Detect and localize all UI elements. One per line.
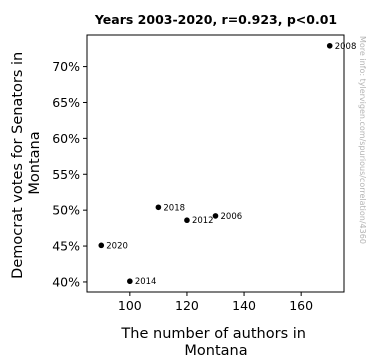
x-tick-label: 140: [232, 298, 256, 313]
data-point-label-2018: 2018: [163, 203, 185, 213]
plot-area-frame: [86, 34, 345, 293]
x-tick-label: 100: [118, 298, 142, 313]
data-point-label-2014: 2014: [135, 277, 157, 287]
data-points: 2008 2018 2006 2012 2020 2014: [98, 42, 356, 287]
x-tick-label: 120: [175, 298, 199, 313]
y-tick-label: 40%: [52, 274, 80, 289]
x-axis-ticks: 100 120 140 160: [118, 292, 313, 313]
chart-title: Years 2003-2020, r=0.923, p<0.01: [94, 12, 337, 27]
data-point-label-2008: 2008: [335, 42, 357, 52]
data-point-2014: [127, 278, 133, 285]
y-tick-label: 50%: [52, 203, 80, 218]
x-axis-label-line-2: Montana: [184, 343, 247, 359]
y-tick-label: 45%: [52, 239, 80, 254]
data-point-label-2012: 2012: [192, 216, 214, 226]
x-axis-label-line-1: The number of authors in: [120, 326, 306, 342]
data-point-2008: [326, 42, 333, 49]
data-point-2012: [184, 217, 190, 224]
y-axis-label-line-1: Democrat votes for Senators in: [10, 52, 26, 279]
y-tick-label: 60%: [52, 131, 80, 146]
x-tick-label: 160: [289, 298, 313, 313]
y-axis-ticks: 40% 45% 50% 55% 60% 65% 70%: [52, 59, 87, 289]
y-tick-label: 55%: [52, 167, 80, 182]
y-tick-label: 65%: [52, 95, 80, 110]
y-axis-label-line-2: Montana: [27, 131, 43, 194]
data-point-2006: [212, 213, 219, 219]
x-axis-label: The number of authors in Montana: [120, 326, 310, 359]
data-point-label-2006: 2006: [221, 212, 243, 222]
data-point-2020: [98, 242, 105, 249]
y-tick-label: 70%: [52, 59, 80, 74]
y-axis-label: Democrat votes for Senators in Montana: [10, 47, 43, 279]
data-point-label-2020: 2020: [106, 241, 128, 251]
data-point-2018: [155, 204, 162, 211]
watermark-text: More info: tylervigen.com/spurious/corre…: [358, 36, 367, 244]
